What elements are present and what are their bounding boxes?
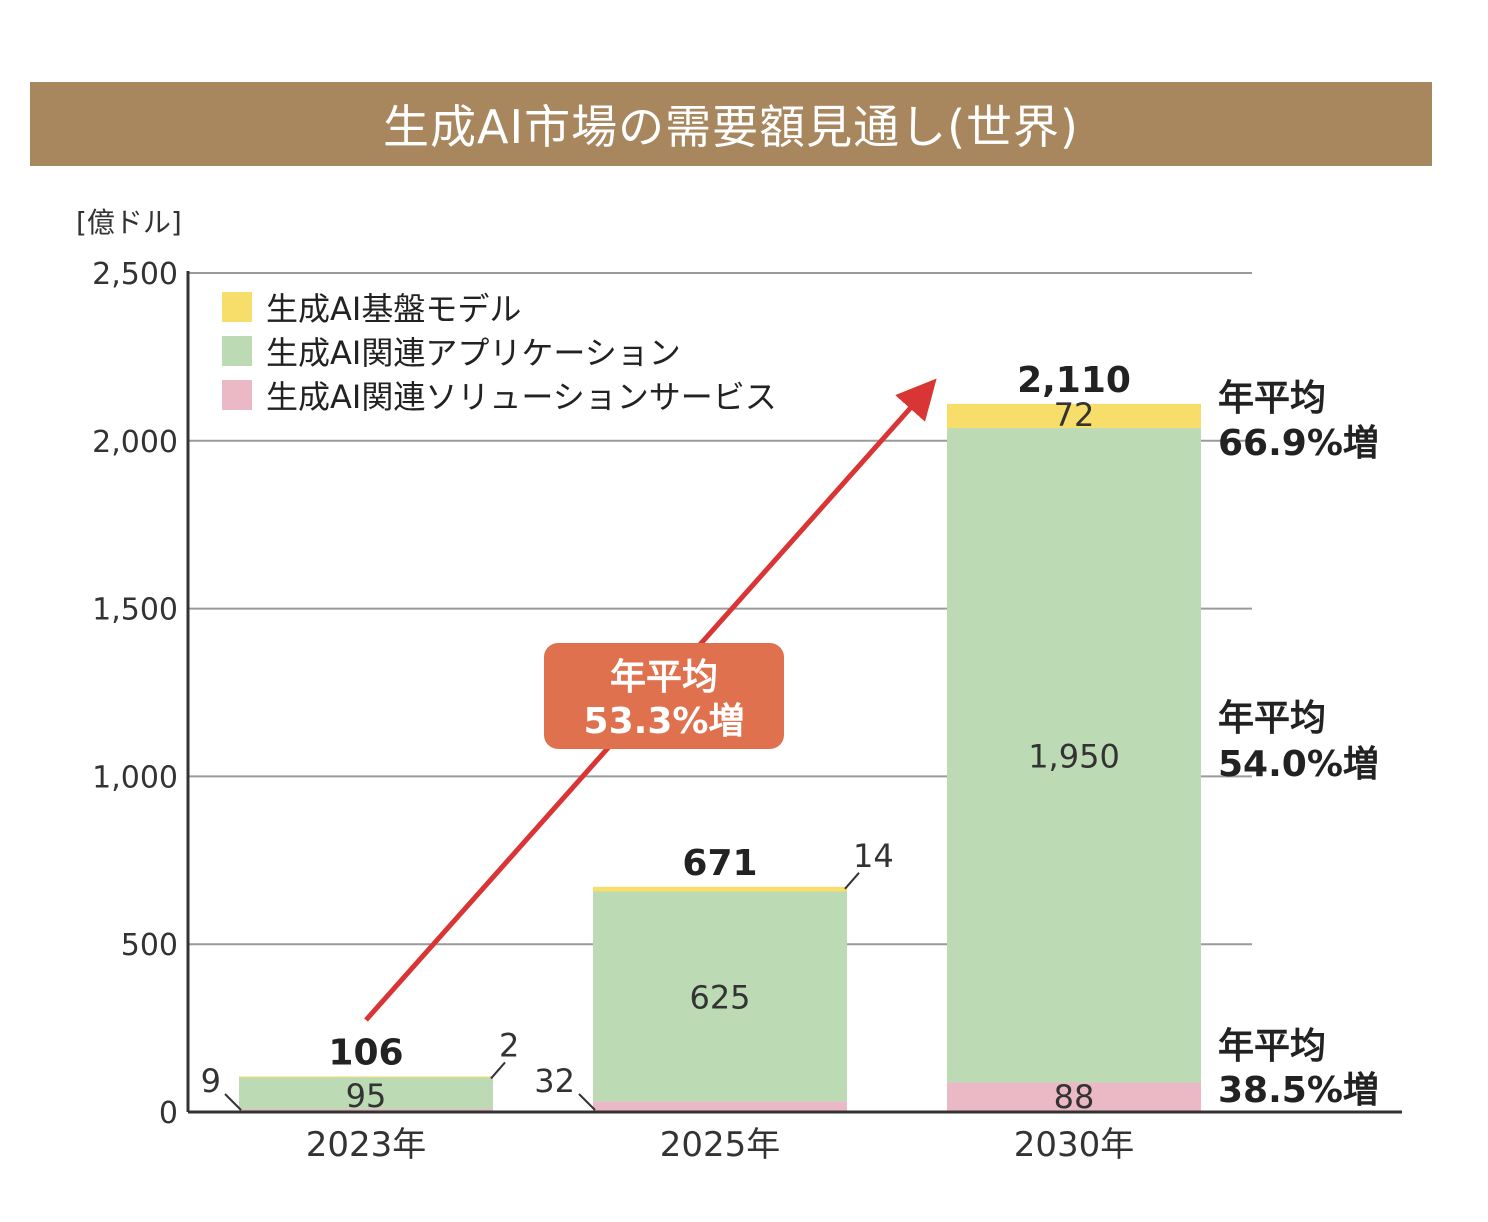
data-label-foundation: 2: [499, 1026, 519, 1064]
y-tick-label: 1,500: [92, 593, 178, 628]
growth-callout-text: 年平均: [610, 657, 718, 698]
y-tick-label: 2,500: [92, 257, 178, 292]
axes: [億ドル] 0 500 1,000 1,500 2,000 2,500: [76, 206, 1402, 1131]
data-label-solution: 32: [534, 1062, 575, 1100]
growth-callout-box: [544, 643, 784, 749]
leader-line: [490, 1061, 506, 1080]
legend-label-application: 生成AI関連アプリケーション: [266, 334, 681, 372]
bar-segment-application: [239, 1077, 493, 1109]
leader-line: [578, 1093, 596, 1111]
legend-label-solution: 生成AI関連ソリューションサービス: [266, 378, 777, 416]
x-tick-label: 2030年: [1014, 1125, 1135, 1165]
cagr-annotation-foundation: 年平均: [1218, 378, 1326, 419]
total-label: 2,110: [1017, 360, 1131, 401]
title-bar: 生成AI市場の需要額見通し(世界): [30, 82, 1432, 166]
data-label-foundation: 14: [853, 837, 894, 875]
y-tick-label: 500: [121, 928, 178, 963]
x-tick-label: 2025年: [660, 1125, 781, 1165]
cagr-annotation-solution: 38.5%増: [1218, 1070, 1379, 1111]
legend-swatch-application: [222, 336, 252, 366]
bar-segment-foundation: [593, 886, 847, 892]
legend-swatch-solution: [222, 380, 252, 410]
legend-label-foundation: 生成AI基盤モデル: [266, 290, 521, 328]
y-unit-label: [億ドル]: [76, 206, 182, 239]
cagr-annotation-application: 年平均: [1218, 698, 1326, 739]
bar-segment-application: [947, 428, 1201, 1083]
data-label-application: 1,950: [1028, 737, 1120, 775]
data-label-application: 95: [346, 1077, 387, 1115]
cagr-annotation-solution: 年平均: [1218, 1026, 1326, 1067]
total-label: 671: [682, 843, 757, 884]
data-label-foundation: 72: [1054, 396, 1095, 434]
data-label-application: 625: [689, 978, 750, 1016]
bar-segment-foundation: [239, 1076, 493, 1078]
y-tick-label: 2,000: [92, 425, 178, 460]
bar-segment-solution: [593, 1101, 847, 1112]
legend-swatch-foundation: [222, 292, 252, 322]
leader-line: [224, 1093, 242, 1111]
bars: [239, 403, 1201, 1112]
bar-segment-foundation: [947, 403, 1201, 429]
bar-segment-solution: [947, 1082, 1201, 1112]
cagr-annotation-application: 54.0%増: [1218, 744, 1379, 785]
bar-segment-application: [593, 891, 847, 1102]
total-label: 106: [328, 1032, 403, 1073]
x-tick-label: 2023年: [306, 1125, 427, 1165]
chart-title: 生成AI市場の需要額見通し(世界): [383, 100, 1079, 154]
y-tick-label: 1,000: [92, 760, 178, 795]
data-label-solution: 88: [1054, 1078, 1095, 1116]
bar-segment-solution: [239, 1108, 493, 1112]
growth-callout-text: 53.3%増: [584, 701, 745, 742]
data-label-solution: 9: [201, 1062, 221, 1100]
y-tick-label: 0: [159, 1096, 178, 1131]
labels: 2023年 106 95 9 2 2025年 671 625 32 14 2030年 2,110 1,9…: [201, 360, 1379, 1165]
cagr-annotation-foundation: 66.9%増: [1218, 423, 1379, 464]
leader-line: [844, 872, 860, 890]
